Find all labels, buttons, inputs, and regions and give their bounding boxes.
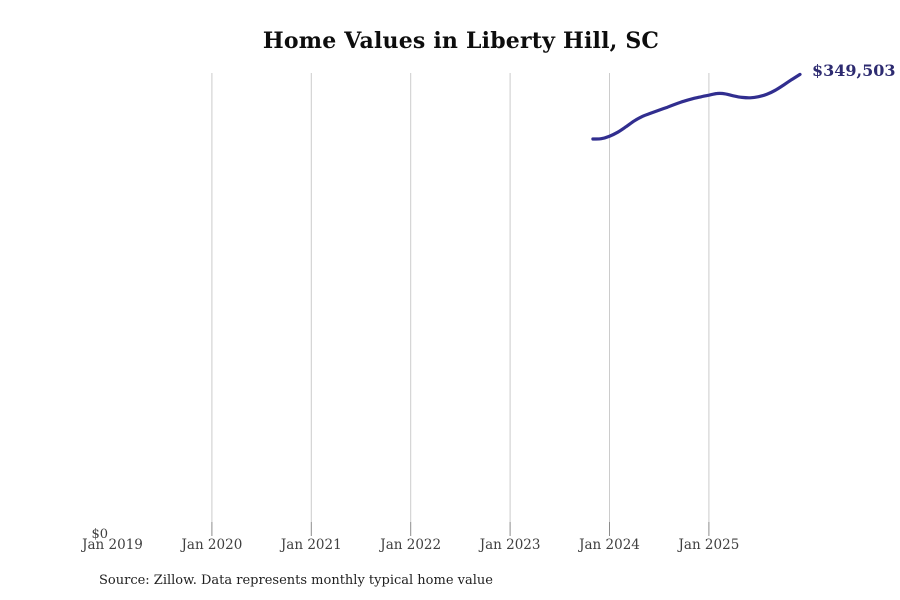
x-axis-tick-label: Jan 2024 [579, 537, 640, 553]
end-value-label: $349,503 [812, 61, 896, 80]
x-axis-tick-label: Jan 2025 [678, 537, 740, 553]
x-axis-tick-label: Jan 2021 [280, 537, 342, 553]
home-value-line [591, 72, 802, 141]
x-axis-tick-label: Jan 2020 [181, 537, 243, 553]
source-note: Source: Zillow. Data represents monthly … [99, 573, 493, 588]
axis-ticks [211, 522, 710, 536]
gridlines [211, 73, 710, 522]
x-axis-tick-label: Jan 2022 [380, 537, 442, 553]
x-axis-tick-label: Jan 2023 [479, 537, 541, 553]
x-axis-tick-label: Jan 2019 [82, 537, 143, 553]
chart-title: Home Values in Liberty Hill, SC [262, 28, 660, 54]
y-axis-zero-label: $0 [91, 527, 108, 542]
